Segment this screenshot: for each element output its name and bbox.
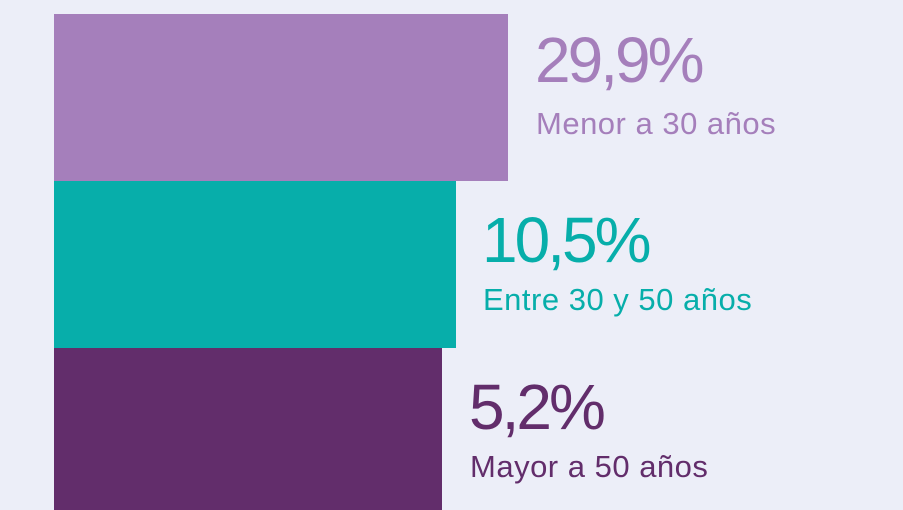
group-label: Menor a 30 años — [536, 106, 776, 141]
percentage: 10,5% — [482, 204, 650, 276]
bar — [54, 181, 456, 348]
bar — [54, 14, 508, 181]
bar — [54, 348, 442, 510]
group-label: Entre 30 y 50 años — [483, 282, 752, 317]
group-label: Mayor a 50 años — [470, 449, 708, 484]
percentage: 5,2% — [469, 371, 604, 443]
percentage: 29,9% — [535, 24, 703, 96]
